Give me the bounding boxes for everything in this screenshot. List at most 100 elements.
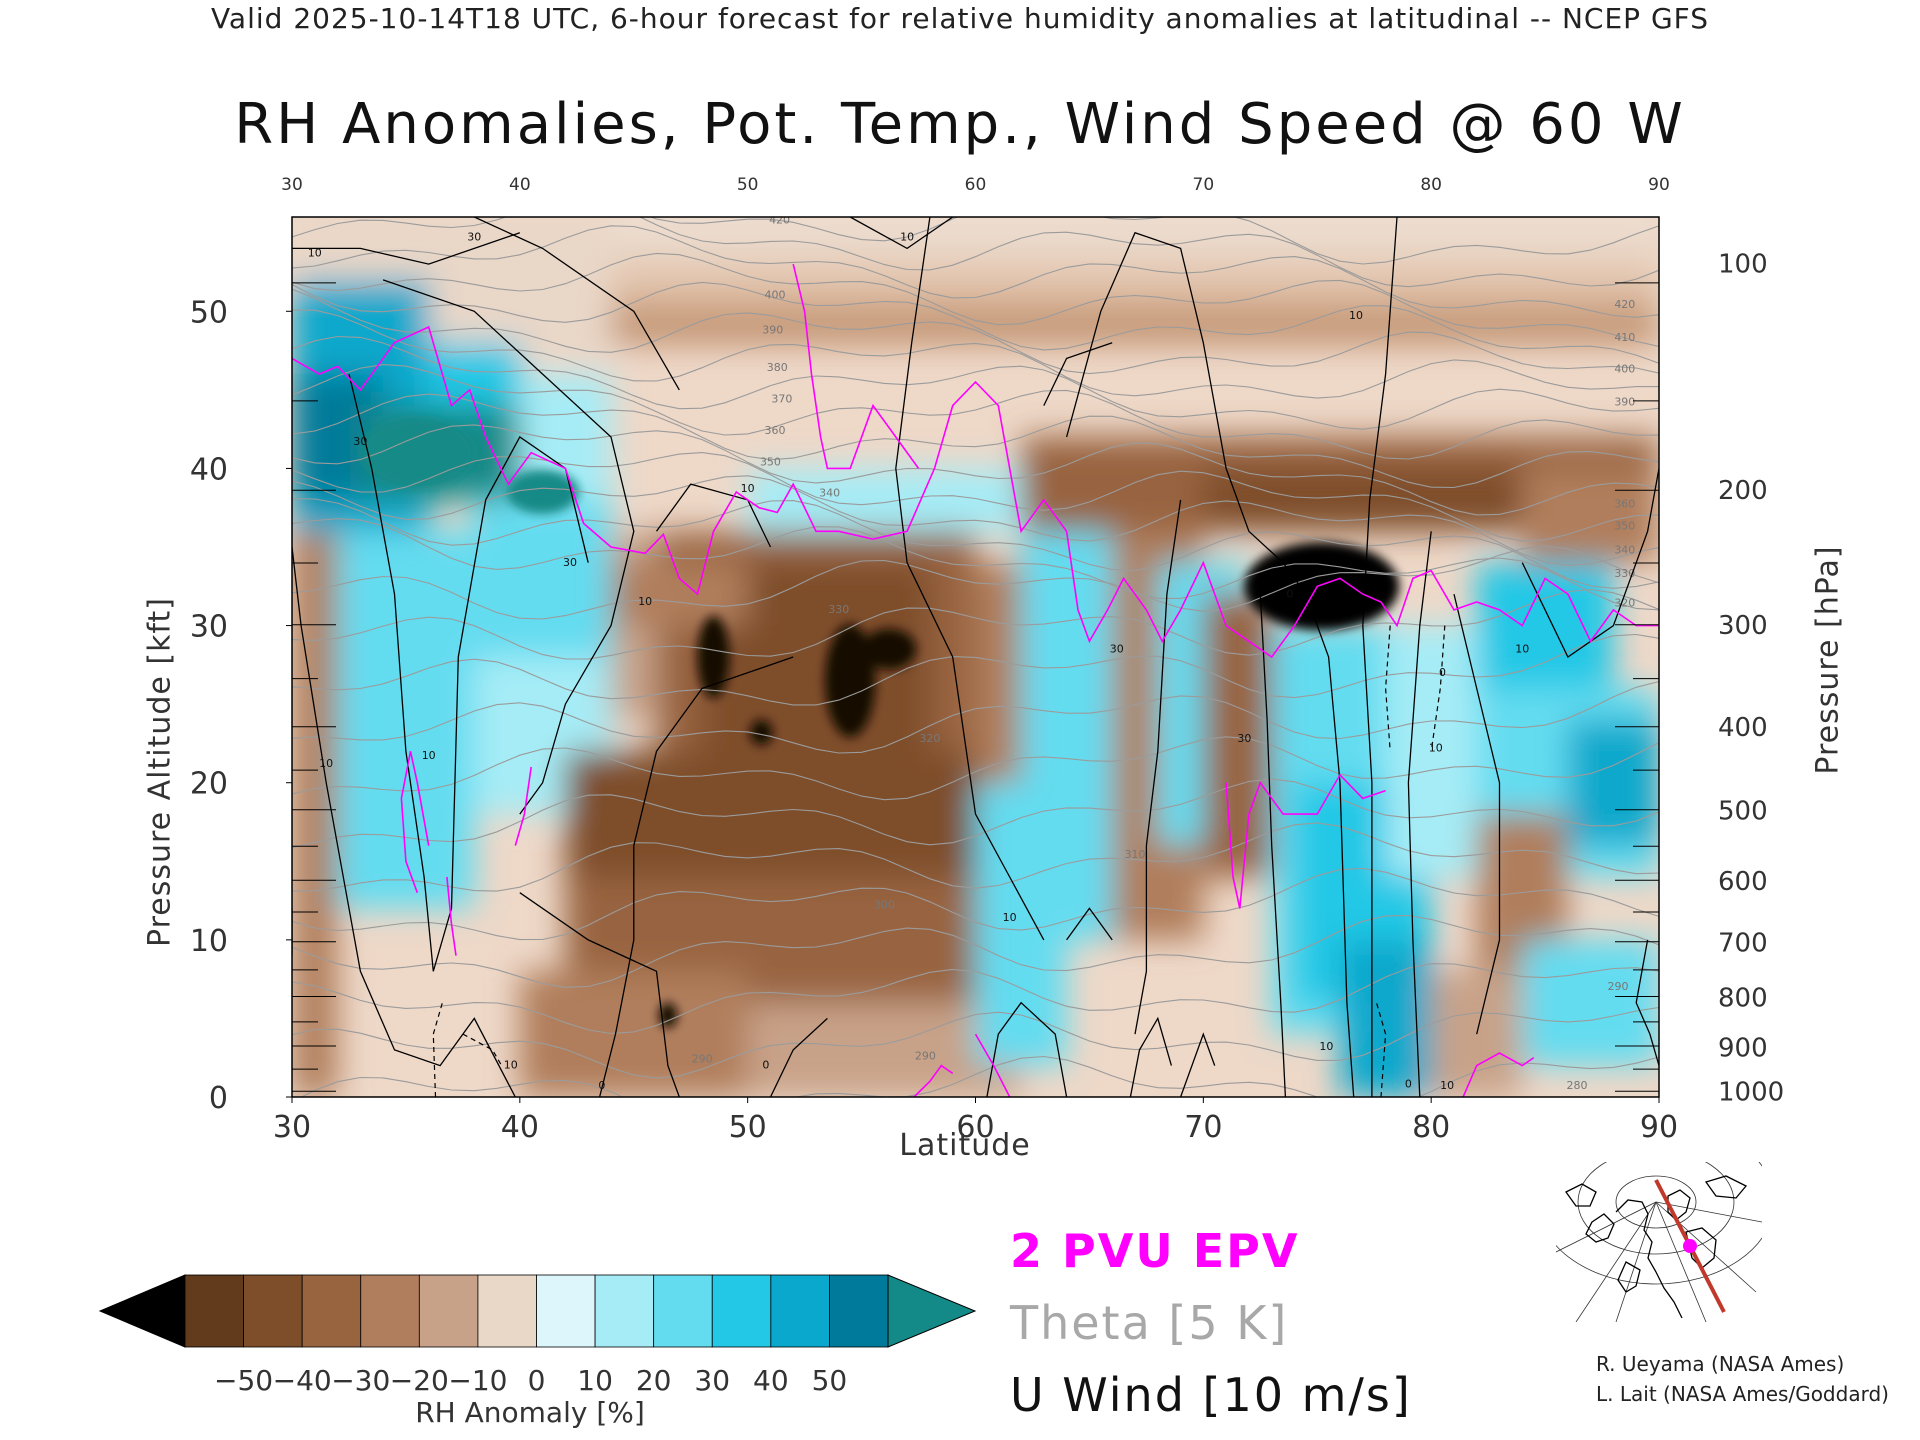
colorbar: −50 −40 −30 −20 −10 0 10 20 30 40 50 bbox=[98, 1274, 977, 1397]
theta-contour bbox=[292, 309, 1659, 399]
colorbar-label: RH Anomaly [%] bbox=[415, 1396, 645, 1429]
colorbar-tick-label: −20 bbox=[390, 1364, 449, 1397]
pressure-tick-label: 400 bbox=[1718, 713, 1768, 743]
theta-contour-label: 390 bbox=[762, 323, 783, 336]
inset-location-map bbox=[1556, 1162, 1762, 1322]
theta-contour bbox=[300, 1055, 1659, 1097]
epv-2pvu-contour bbox=[292, 325, 1659, 659]
colorbar-tick-label: 30 bbox=[694, 1364, 730, 1397]
theta-contour bbox=[292, 1006, 1659, 1079]
theta-contour-label: 350 bbox=[1614, 520, 1635, 533]
x-top-tick-label: 80 bbox=[1420, 175, 1442, 195]
rh-anomaly-extreme bbox=[697, 616, 730, 698]
theta-contour-label: 380 bbox=[767, 361, 788, 374]
epv-2pvu-contour bbox=[514, 766, 532, 846]
credit-author-2: L. Lait (NASA Ames/Goddard) bbox=[1596, 1382, 1889, 1406]
epv-2pvu-contour bbox=[400, 751, 430, 893]
x-tick-label: 30 bbox=[273, 1110, 311, 1145]
x-top-tick-label: 40 bbox=[509, 175, 531, 195]
pressure-tick-label: 300 bbox=[1718, 611, 1768, 641]
u-wind-contour bbox=[474, 217, 680, 391]
theta-contour-label: 350 bbox=[760, 455, 781, 468]
u-wind-contour bbox=[1066, 907, 1113, 941]
colorbar-tick-label: 50 bbox=[812, 1364, 848, 1397]
u-wind-contour bbox=[1065, 231, 1355, 1097]
y-tick-label: 30 bbox=[190, 610, 228, 645]
u-wind-contour bbox=[348, 373, 589, 972]
rh-anomaly-cell bbox=[610, 562, 748, 626]
u-wind-contour-label: 30 bbox=[467, 231, 481, 244]
colorbar-swatch bbox=[301, 1274, 362, 1348]
u-wind-contour-negative bbox=[462, 1033, 503, 1066]
u-wind-contour bbox=[292, 546, 516, 1097]
y-axis-title: Pressure Altitude [kft] bbox=[142, 597, 178, 947]
epv-2pvu-contour bbox=[1225, 773, 1386, 909]
y-tick-label: 10 bbox=[190, 924, 228, 959]
u-wind-contour-negative bbox=[1430, 625, 1446, 752]
colorbar-swatch bbox=[243, 1274, 303, 1348]
y-tick-label: 50 bbox=[190, 295, 228, 330]
u-wind-contour bbox=[1407, 531, 1432, 1097]
colorbar-swatch bbox=[770, 1274, 830, 1348]
theta-contour bbox=[292, 498, 1659, 589]
u-wind-contour bbox=[382, 279, 635, 815]
theta-contour-label: 300 bbox=[874, 898, 895, 911]
theta-contour bbox=[292, 867, 1659, 941]
u-wind-contour-label: 10 bbox=[422, 749, 436, 762]
colorbar-tick-label: −10 bbox=[448, 1364, 507, 1397]
theta-contour-label: 310 bbox=[1124, 848, 1145, 861]
colorbar-tick-label: 40 bbox=[753, 1364, 789, 1397]
u-wind-contour-label: 10 bbox=[1440, 1079, 1454, 1092]
rh-anomaly-cell bbox=[474, 499, 611, 657]
u-wind-contour bbox=[519, 892, 680, 1097]
u-wind-contour bbox=[1179, 1032, 1216, 1097]
theta-contour bbox=[292, 288, 1659, 375]
x-tick-label: 90 bbox=[1640, 1110, 1678, 1145]
theta-contour bbox=[292, 736, 1659, 801]
u-wind-contour-label: 10 bbox=[1319, 1040, 1333, 1053]
u-wind-contour bbox=[895, 217, 1045, 941]
theta-contour bbox=[292, 518, 1659, 611]
u-wind-contour bbox=[849, 217, 954, 250]
theta-contour-label: 290 bbox=[692, 1052, 713, 1065]
pressure-tick-label: 700 bbox=[1718, 928, 1768, 958]
rh-anomaly-extreme bbox=[360, 418, 475, 488]
theta-contour-label: 400 bbox=[765, 289, 786, 302]
theta-contour bbox=[292, 281, 1659, 364]
colorbar-over-triangle bbox=[887, 1274, 977, 1348]
rh-anomaly-cell bbox=[519, 971, 748, 1097]
u-wind-contour-label: 10 bbox=[1003, 911, 1017, 924]
x-tick-label: 60 bbox=[956, 1110, 994, 1145]
x-tick-label: 80 bbox=[1412, 1110, 1450, 1145]
theta-contour-label: 410 bbox=[1614, 331, 1635, 344]
u-wind-contour-label: 10 bbox=[1349, 309, 1363, 322]
theta-contour-label: 360 bbox=[1614, 498, 1635, 511]
theta-contour bbox=[292, 545, 1659, 620]
theta-contour bbox=[292, 225, 1659, 318]
pressure-tick-label: 100 bbox=[1718, 250, 1768, 280]
rh-anomaly-extreme bbox=[861, 628, 917, 670]
colorbar-swatch bbox=[536, 1274, 596, 1348]
colorbar-swatch bbox=[594, 1274, 655, 1348]
u-wind-contour bbox=[1259, 594, 1287, 1097]
pressure-tick-label: 200 bbox=[1718, 476, 1768, 506]
rh-anomaly-cell bbox=[1431, 971, 1523, 1097]
rh-anomaly-cell bbox=[1340, 939, 1432, 1097]
rh-anomaly-cell bbox=[1203, 594, 1272, 877]
colorbar-under-triangle bbox=[98, 1274, 186, 1348]
y-tick-label: 40 bbox=[190, 452, 228, 487]
theta-contour-label: 390 bbox=[1614, 396, 1635, 409]
theta-contour-label: 280 bbox=[1566, 1079, 1587, 1092]
theta-contour-label: 290 bbox=[1607, 980, 1628, 993]
u-wind-contour bbox=[769, 1017, 828, 1097]
legend-theta-label: Theta [5 K] bbox=[1010, 1296, 1289, 1350]
x-top-tick-label: 50 bbox=[737, 175, 759, 195]
epv-2pvu-contour bbox=[974, 1033, 1011, 1097]
x-top-tick-label: 70 bbox=[1193, 175, 1215, 195]
y2-axis-title: Pressure [hPa] bbox=[1810, 545, 1846, 775]
y-tick-label: 20 bbox=[190, 767, 228, 802]
u-wind-contour-label: 30 bbox=[1110, 642, 1124, 655]
theta-contour-label: 420 bbox=[1614, 298, 1635, 311]
theta-contour-label: 420 bbox=[769, 213, 790, 226]
